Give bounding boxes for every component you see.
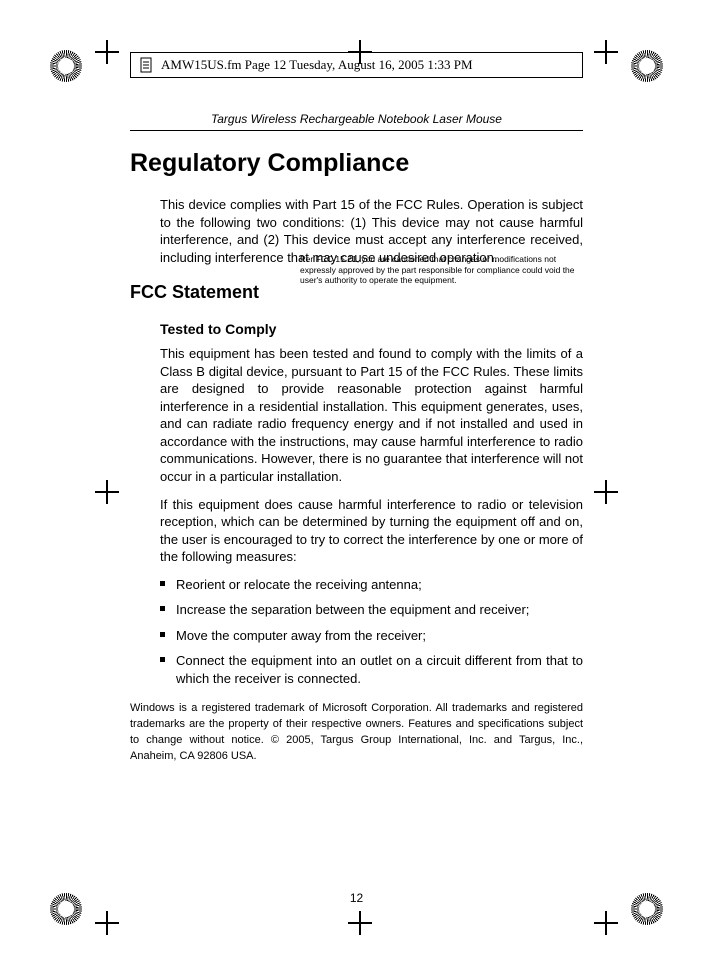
trademark-notice: Windows is a registered trademark of Mic… — [130, 701, 583, 765]
document-header-bar: AMW15US.fm Page 12 Tuesday, August 16, 2… — [130, 52, 583, 78]
page-content: Targus Wireless Rechargeable Notebook La… — [130, 112, 583, 905]
crop-mark-icon — [594, 480, 618, 504]
list-item: Connect the equipment into an outlet on … — [160, 652, 583, 687]
crop-mark-icon — [95, 40, 119, 64]
registration-mark-icon — [631, 893, 663, 925]
crop-mark-icon — [594, 40, 618, 64]
running-title: Targus Wireless Rechargeable Notebook La… — [130, 112, 583, 131]
list-item: Reorient or relocate the receiving anten… — [160, 576, 583, 594]
registration-mark-icon — [631, 50, 663, 82]
header-filemark: AMW15US.fm Page 12 Tuesday, August 16, 2… — [161, 57, 473, 73]
document-icon — [139, 57, 155, 73]
list-item: Increase the separation between the equi… — [160, 601, 583, 619]
crop-mark-icon — [594, 911, 618, 935]
fcc-caution-note: Per FCC 15.21, you are cautioned that ch… — [300, 254, 580, 286]
crop-mark-icon — [95, 480, 119, 504]
measures-list: Reorient or relocate the receiving anten… — [160, 576, 583, 688]
crop-mark-icon — [95, 911, 119, 935]
tested-to-comply-heading: Tested to Comply — [160, 321, 583, 337]
measures-intro-paragraph: If this equipment does cause harmful int… — [160, 496, 583, 566]
registration-mark-icon — [50, 893, 82, 925]
page-number: 12 — [130, 891, 583, 905]
registration-mark-icon — [50, 50, 82, 82]
page-title: Regulatory Compliance — [130, 149, 583, 178]
fcc-statement-heading: FCC Statement — [130, 282, 259, 303]
crop-mark-icon — [348, 911, 372, 935]
list-item: Move the computer away from the receiver… — [160, 627, 583, 645]
tested-paragraph: This equipment has been tested and found… — [160, 345, 583, 485]
